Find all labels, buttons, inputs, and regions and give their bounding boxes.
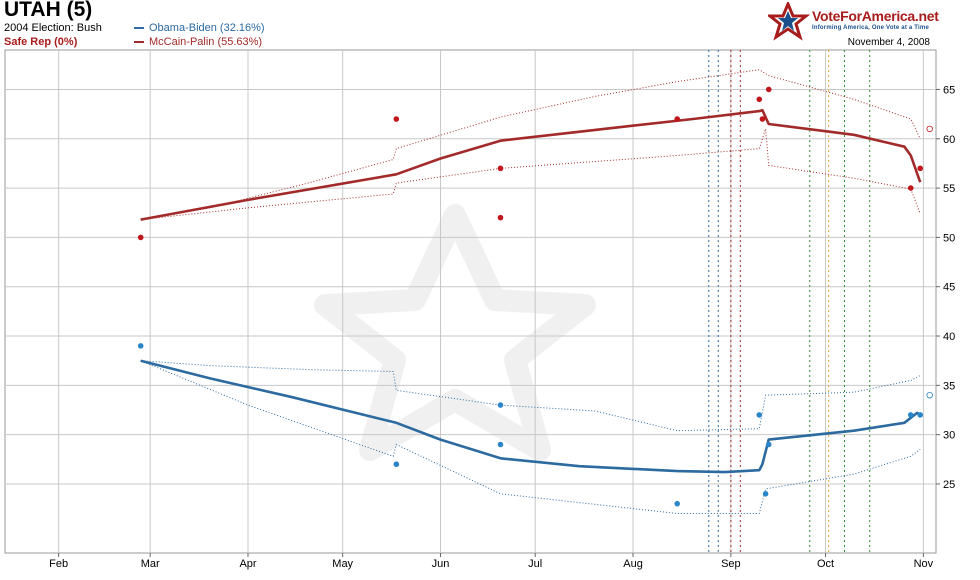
rep-poll-point (759, 116, 766, 122)
rep-trend-line (140, 108, 922, 221)
dem-poll-point (756, 412, 763, 418)
rep-upper-band (140, 69, 921, 221)
rep-projection-point (926, 125, 933, 133)
logo-tagline: Informing America, One Vote at a Time (812, 25, 929, 31)
dem-poll-point (497, 402, 504, 408)
x-tick-label: Aug (623, 558, 643, 570)
dem-upper-band (140, 360, 921, 432)
rep-poll-point (907, 185, 914, 191)
rep-poll-point (497, 165, 504, 172)
y-tick-label: 60 (943, 134, 955, 146)
rep-poll-point (497, 214, 504, 221)
dem-poll-point (674, 500, 681, 507)
dem-lower-band (140, 360, 921, 514)
legend-item-obama: Obama-Biden (32.16%) (134, 22, 265, 34)
election-2004-label: 2004 Election: Bush (4, 22, 102, 34)
dem-poll-point (762, 491, 769, 497)
y-tick-label: 55 (943, 183, 955, 195)
y-tick-label: 40 (943, 331, 955, 343)
x-tick-label: May (332, 558, 353, 570)
rep-poll-point (137, 234, 144, 241)
dem-poll-point (917, 412, 924, 418)
x-tick-label: Nov (914, 558, 934, 570)
y-tick-label: 50 (943, 232, 955, 244)
dem-poll-point (765, 441, 772, 448)
star-icon (768, 2, 811, 41)
rep-poll-point (756, 96, 763, 103)
page-title: UTAH (5) (4, 0, 93, 21)
logo-text: VoteForAmerica.net (812, 8, 939, 24)
x-tick-label: Sep (721, 558, 741, 570)
dem-poll-point (907, 412, 914, 418)
date-label: November 4, 2008 (847, 37, 930, 48)
rep-poll-point (917, 165, 924, 172)
x-tick-label: Jun (432, 558, 450, 570)
legend-swatch-mccain (134, 41, 144, 44)
y-tick-label: 30 (943, 430, 955, 442)
x-tick-label: Jul (528, 558, 542, 570)
legend-label-obama: Obama-Biden (32.16%) (149, 22, 265, 34)
logo[interactable] (768, 2, 933, 42)
x-tick-label: Oct (817, 558, 834, 570)
x-tick-label: Apr (239, 558, 256, 570)
dem-poll-point (393, 461, 400, 468)
watermark-star-icon (314, 204, 596, 461)
x-tick-label: Feb (49, 558, 68, 570)
dem-trend-line (140, 359, 921, 474)
legend-swatch-obama (134, 27, 144, 30)
x-tick-label: Mar (141, 558, 160, 570)
y-tick-label: 35 (943, 380, 955, 392)
rep-poll-point (393, 116, 400, 122)
y-tick-label: 65 (943, 84, 955, 96)
plot-frame (4, 49, 937, 554)
legend-item-mccain: McCain-Palin (55.63%) (134, 36, 262, 48)
y-tick-label: 45 (943, 282, 955, 294)
dem-poll-point (137, 343, 144, 349)
rep-lower-band (140, 128, 921, 221)
status-badge: Safe Rep (0%) (4, 36, 78, 48)
rep-poll-point (765, 86, 772, 93)
legend-label-mccain: McCain-Palin (55.63%) (149, 36, 263, 48)
rep-poll-point (674, 116, 681, 122)
dem-projection-point (926, 391, 933, 399)
dem-poll-point (497, 441, 504, 448)
y-tick-label: 25 (943, 479, 955, 491)
